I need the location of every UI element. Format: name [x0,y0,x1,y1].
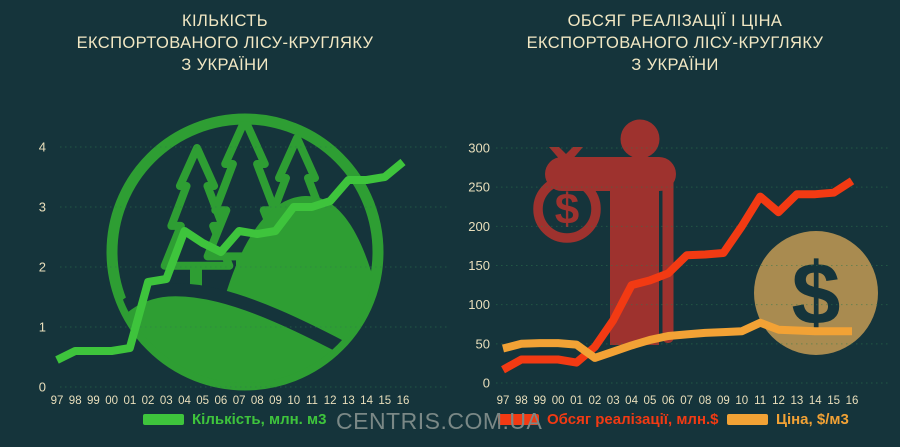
x-tick-label: 02 [588,395,601,407]
y-tick-label: 150 [468,258,490,273]
x-tick-label: 09 [717,395,730,407]
y-tick-label: 50 [476,336,490,351]
left-title-line-1: КІЛЬКІСТЬ [182,12,268,30]
x-tick-label: 11 [754,395,766,407]
coin-dollar-glyph: $ [792,244,841,343]
sales-legend-label: Обсяг реалізації, млн.$ [547,410,719,428]
y-tick-label: 0 [483,376,490,391]
x-tick-label: 99 [533,395,546,407]
right-title-line-1: ОБСЯГ РЕАЛІЗАЦІЇ І ЦІНА [567,12,783,30]
x-tick-label: 97 [51,395,64,407]
price-legend-swatch [727,413,768,425]
left-title-line-3: З УКРАЇНИ [181,56,269,74]
y-tick-label: 100 [468,297,490,312]
left-title-line-2: ЕКСПОРТОВАНОГО ЛІСУ-КРУГЛЯКУ [76,34,374,52]
right-title-line-2: ЕКСПОРТОВАНОГО ЛІСУ-КРУГЛЯКУ [526,34,824,52]
x-tick-label: 06 [662,395,675,407]
line-series-1-0 [501,177,855,374]
left-chart-title: КІЛЬКІСТЬ ЕКСПОРТОВАНОГО ЛІСУ-КРУГЛЯКУ З… [0,10,450,76]
x-tick-label: 98 [515,395,528,407]
x-tick-label: 10 [735,395,748,407]
x-tick-label: 14 [360,395,373,407]
x-tick-label: 98 [69,395,82,407]
x-tick-label: 10 [287,395,300,407]
right-title-line-3: З УКРАЇНИ [631,56,719,74]
x-tick-label: 05 [196,395,209,407]
x-tick-label: 16 [846,395,859,407]
forest-circle-outline [106,113,384,391]
money-bag-circle [533,175,601,243]
x-tick-label: 01 [570,395,583,407]
x-tick-label: 04 [178,395,191,407]
x-tick-label: 12 [324,395,337,407]
sales-legend: Обсяг реалізації, млн.$ [498,410,719,428]
x-tick-label: 04 [625,395,638,407]
x-tick-label: 14 [809,395,822,407]
x-tick-label: 07 [233,395,246,407]
x-tick-label: 00 [552,395,565,407]
quantity-legend-swatch [143,413,184,425]
man-with-money-bag-icon: $ [533,119,676,345]
y-tick-label: 200 [468,219,490,234]
x-tick-label: 03 [607,395,620,407]
x-tick-label: 15 [378,395,391,407]
x-tick-label: 00 [105,395,118,407]
x-tick-label: 02 [142,395,155,407]
x-tick-label: 13 [790,395,803,407]
y-tick-label: 1 [39,320,46,335]
y-tick-label: 0 [39,380,46,395]
y-tick-label: 3 [39,200,46,215]
y-tick-label: 2 [39,260,46,275]
price-legend-label: Ціна, $/м3 [776,410,849,428]
x-tick-label: 15 [827,395,840,407]
dollar-coin-icon: $ [754,231,878,355]
x-tick-label: 13 [342,395,355,407]
x-tick-label: 03 [160,395,173,407]
x-tick-label: 12 [772,395,785,407]
x-tick-label: 99 [87,395,100,407]
y-tick-label: 4 [39,140,46,155]
x-tick-label: 07 [680,395,693,407]
sales-legend-swatch [498,413,539,425]
x-tick-label: 08 [251,395,264,407]
forest-circle-icon [106,113,384,391]
price-legend: Ціна, $/м3 [727,410,849,428]
x-tick-label: 09 [269,395,282,407]
x-tick-label: 01 [123,395,136,407]
watermark: CENTRIS.COM.UA [336,408,543,434]
x-tick-label: 05 [644,395,657,407]
right-chart-title: ОБСЯГ РЕАЛІЗАЦІЇ І ЦІНА ЕКСПОРТОВАНОГО Л… [450,10,900,76]
y-tick-label: 300 [468,141,490,156]
x-tick-label: 16 [397,395,410,407]
x-tick-label: 11 [306,395,318,407]
y-tick-label: 250 [468,180,490,195]
left-hill [114,283,376,383]
line-series-0-0 [55,158,406,364]
quantity-legend: Кількість, млн. м3 [143,410,327,428]
quantity-legend-label: Кількість, млн. м3 [192,410,327,428]
line-series-1-1 [502,318,852,362]
x-tick-label: 97 [497,395,510,407]
x-tick-label: 06 [214,395,227,407]
x-tick-label: 08 [699,395,712,407]
